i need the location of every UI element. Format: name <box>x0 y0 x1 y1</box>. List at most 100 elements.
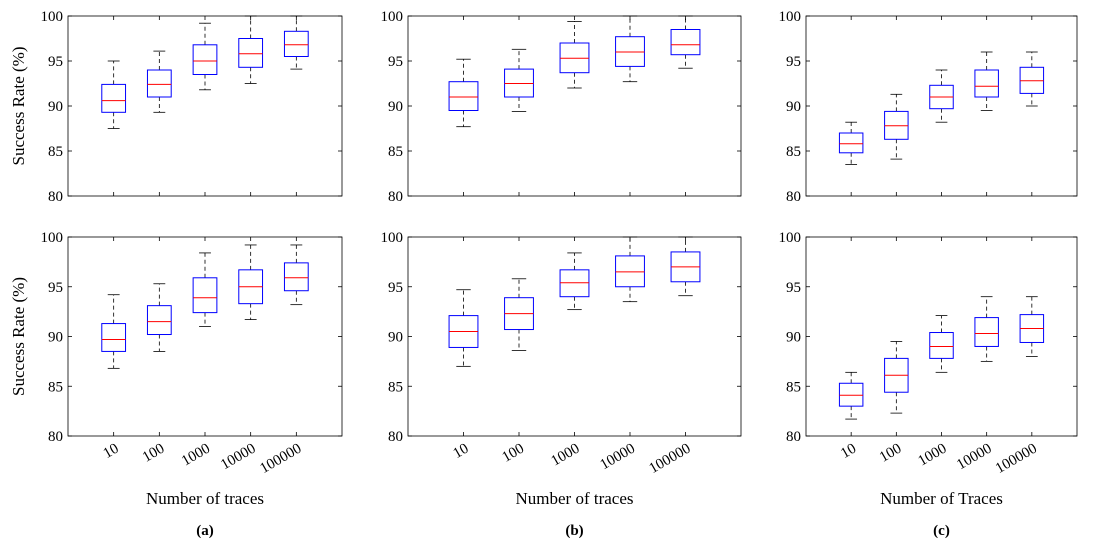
box-100 <box>884 341 909 414</box>
box-10000 <box>238 15 264 84</box>
y-tick-label: 85 <box>48 144 63 160</box>
x-tick-label: 1000 <box>916 441 950 470</box>
y-tick-label: 95 <box>786 54 801 70</box>
x-tick-label: 100000 <box>993 441 1040 477</box>
y-tick-label: 100 <box>41 9 64 25</box>
y-tick-label: 95 <box>388 280 403 296</box>
panel-caption: (c) <box>933 523 950 539</box>
y-tick-label: 85 <box>388 144 403 160</box>
box-10 <box>101 294 127 369</box>
y-tick-label: 80 <box>786 189 801 205</box>
box-100 <box>504 48 534 112</box>
box-1000 <box>559 20 590 89</box>
box-100 <box>146 283 172 352</box>
y-axis-label: Success Rate (%) <box>9 277 28 396</box>
iqr-box <box>838 132 864 154</box>
box-100 <box>146 50 172 113</box>
y-tick-label: 90 <box>388 99 403 115</box>
x-tick-label: 10000 <box>598 441 638 474</box>
iqr-box <box>929 332 954 359</box>
x-axis-label: Number of traces <box>515 489 633 508</box>
box-100 <box>884 93 909 160</box>
y-tick-label: 85 <box>786 379 801 395</box>
box-1000 <box>192 22 218 91</box>
iqr-box <box>101 83 127 113</box>
y-tick-label: 100 <box>41 230 64 246</box>
x-tick-label: 100000 <box>257 441 304 477</box>
y-tick-label: 85 <box>786 144 801 160</box>
box-10 <box>101 60 127 129</box>
x-tick-label: 10 <box>101 441 122 462</box>
box-1000 <box>192 252 218 327</box>
panel-b-top: 80 85 90 95 100 <box>381 9 742 205</box>
iqr-box <box>238 38 264 68</box>
y-axis-label: Success Rate (%) <box>9 47 28 166</box>
y-tick-label: 90 <box>48 330 63 346</box>
panel-c-top: 80 85 90 95 100 <box>779 9 1078 205</box>
box-10 <box>448 289 479 367</box>
y-tick-label: 100 <box>779 9 802 25</box>
box-10 <box>838 371 864 420</box>
panel-a-top: 80 85 90 95 100 Success Rate (%) <box>9 9 343 205</box>
x-axis-label: Number of traces <box>146 489 264 508</box>
iqr-box <box>146 69 172 98</box>
y-tick-label: 95 <box>786 280 801 296</box>
y-tick-label: 95 <box>388 54 403 70</box>
iqr-box <box>974 317 999 347</box>
box-100000 <box>1019 51 1045 107</box>
y-tick-label: 85 <box>388 379 403 395</box>
iqr-box <box>192 44 218 75</box>
y-tick-label: 95 <box>48 280 63 296</box>
box-10000 <box>974 51 999 111</box>
x-tick-label: 100 <box>140 441 167 466</box>
x-tick-label: 100 <box>500 441 527 466</box>
y-tick-label: 100 <box>779 230 802 246</box>
y-tick-label: 100 <box>381 230 404 246</box>
y-tick-label: 80 <box>388 189 403 205</box>
iqr-box <box>283 262 309 292</box>
iqr-box <box>670 29 701 56</box>
panel-caption: (b) <box>565 523 583 539</box>
x-tick-label: 1000 <box>179 441 213 470</box>
x-tick-label: 100000 <box>647 441 694 477</box>
box-100000 <box>283 244 309 306</box>
box-100 <box>504 278 534 351</box>
box-100000 <box>670 236 701 297</box>
iqr-box <box>283 30 309 57</box>
y-tick-label: 80 <box>48 189 63 205</box>
iqr-box <box>146 305 172 336</box>
panel-b-bottom: 80 85 90 95 100 10 100 1000 10000 100000 Number of… <box>381 230 742 508</box>
iqr-box <box>101 323 127 352</box>
x-tick-label: 1000 <box>549 441 583 470</box>
box-1000 <box>929 69 954 123</box>
iqr-box <box>448 81 479 111</box>
box-100000 <box>670 15 701 69</box>
x-tick-label: 10000 <box>954 441 994 474</box>
y-tick-label: 90 <box>786 99 801 115</box>
iqr-box <box>974 69 999 98</box>
y-tick-label: 80 <box>786 429 801 445</box>
box-1000 <box>559 252 590 311</box>
box-1000 <box>929 315 954 373</box>
panel-caption: (a) <box>196 523 214 539</box>
box-10 <box>448 58 479 128</box>
y-tick-label: 90 <box>786 330 801 346</box>
box-10000 <box>615 15 645 83</box>
x-tick-label: 10 <box>451 441 472 462</box>
x-tick-label: 10 <box>838 441 859 462</box>
x-axis-label: Number of Traces <box>880 489 1003 508</box>
x-tick-label: 10000 <box>218 441 258 474</box>
y-tick-label: 85 <box>48 379 63 395</box>
y-tick-label: 100 <box>381 9 404 25</box>
y-tick-label: 90 <box>388 330 403 346</box>
box-10000 <box>238 244 264 320</box>
y-tick-label: 80 <box>388 429 403 445</box>
box-10 <box>838 121 864 165</box>
box-100000 <box>1019 296 1045 357</box>
box-10000 <box>974 296 999 362</box>
box-10000 <box>615 236 645 303</box>
y-tick-label: 95 <box>48 54 63 70</box>
